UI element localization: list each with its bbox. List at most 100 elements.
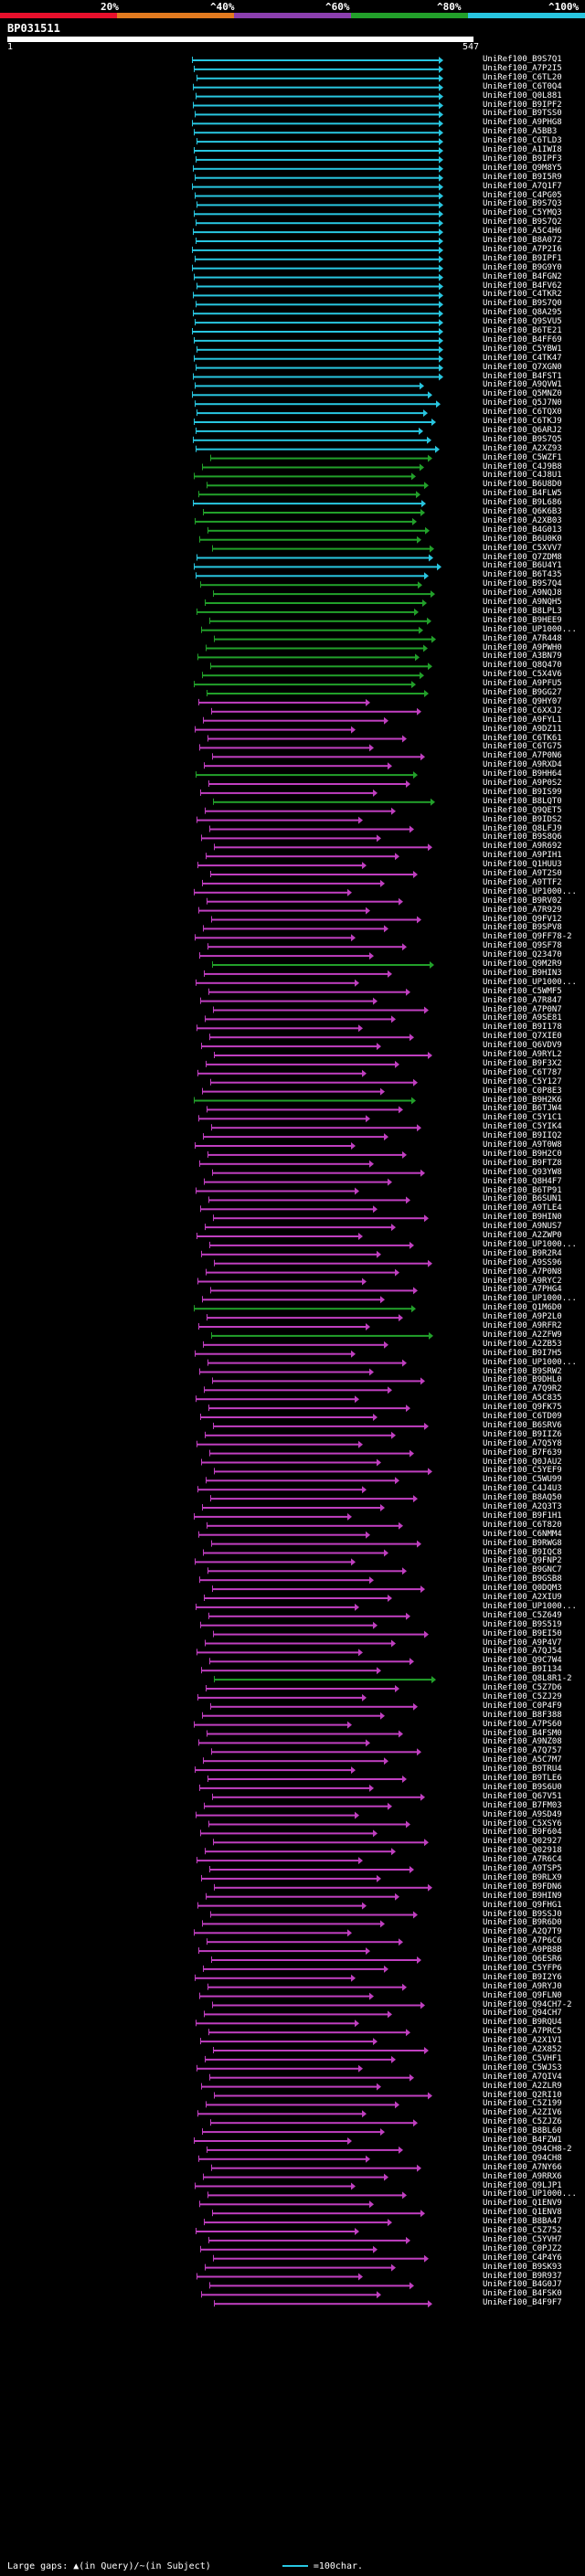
hit-label[interactable]: UniRef100_B9FDN6	[483, 1882, 562, 1892]
hit-label[interactable]: UniRef100_B9H2C0	[483, 1149, 562, 1159]
hit-label[interactable]: UniRef100_B6U4Y1	[483, 561, 562, 571]
hit-label[interactable]: UniRef100_Q1ENV8	[483, 2208, 562, 2218]
hit-label[interactable]: UniRef100_Q9QET5	[483, 805, 562, 815]
hit-label[interactable]: UniRef100_C4J4U3	[483, 1484, 562, 1494]
hit-label[interactable]: UniRef100_A9SS96	[483, 1257, 562, 1267]
hit-label[interactable]: UniRef100_Q9FF78-2	[483, 932, 572, 942]
hit-label[interactable]: UniRef100_C4J9B8	[483, 461, 562, 472]
hit-label[interactable]: UniRef100_B7FM03	[483, 1800, 562, 1810]
hit-label[interactable]: UniRef100_A7P0N7	[483, 1004, 562, 1014]
hit-label[interactable]: UniRef100_Q8A295	[483, 308, 562, 318]
hit-label[interactable]: UniRef100_C0P8E3	[483, 1086, 562, 1096]
hit-label[interactable]: UniRef100_B9RLX9	[483, 1872, 562, 1882]
hit-label[interactable]: UniRef100_A9P4V7	[483, 1638, 562, 1648]
hit-label[interactable]: UniRef100_B9R937	[483, 2271, 562, 2281]
hit-label[interactable]: UniRef100_Q6K6B3	[483, 507, 562, 516]
hit-label[interactable]: UniRef100_C0P4F9	[483, 1701, 562, 1711]
hit-label[interactable]: UniRef100_A9T0W8	[483, 1140, 562, 1150]
hit-label[interactable]: UniRef100_Q9FLN0	[483, 1990, 562, 2000]
hit-label[interactable]: UniRef100_C6TQX0	[483, 408, 562, 418]
hit-label[interactable]: UniRef100_B6T435	[483, 570, 562, 580]
hit-label[interactable]: UniRef100_Q02927	[483, 1837, 562, 1847]
hit-label[interactable]: UniRef100_A9PIH1	[483, 851, 562, 861]
hit-label[interactable]: UniRef100_B9SRW2	[483, 1366, 562, 1376]
hit-label[interactable]: UniRef100_UP1000...	[483, 977, 577, 987]
hit-label[interactable]: UniRef100_B9IIZ6	[483, 1429, 562, 1439]
hit-label[interactable]: UniRef100_B8BL60	[483, 2126, 562, 2136]
hit-label[interactable]: UniRef100_C5X4V6	[483, 670, 562, 680]
hit-label[interactable]: UniRef100_B9I134	[483, 1665, 562, 1675]
hit-label[interactable]: UniRef100_B9RV02	[483, 896, 562, 906]
hit-label[interactable]: UniRef100_A1IWI8	[483, 145, 562, 154]
hit-label[interactable]: UniRef100_Q9HY07	[483, 696, 562, 706]
hit-label[interactable]: UniRef100_C4P4Y6	[483, 2253, 562, 2263]
hit-label[interactable]: UniRef100_B9TRU4	[483, 1765, 562, 1775]
hit-label[interactable]: UniRef100_C5Z199	[483, 2099, 562, 2109]
hit-label[interactable]: UniRef100_B8BA47	[483, 2217, 562, 2227]
hit-label[interactable]: UniRef100_B9GNC7	[483, 1565, 562, 1575]
hit-label[interactable]: UniRef100_B4FSM0	[483, 1728, 562, 1738]
hit-label[interactable]: UniRef100_C5YMQ3	[483, 208, 562, 218]
hit-label[interactable]: UniRef100_Q6ARJ2	[483, 425, 562, 435]
hit-label[interactable]: UniRef100_A2XZ93	[483, 443, 562, 453]
hit-label[interactable]: UniRef100_A7PHG4	[483, 1285, 562, 1295]
hit-label[interactable]: UniRef100_C0PJZ2	[483, 2243, 562, 2253]
hit-label[interactable]: UniRef100_A9FYL1	[483, 715, 562, 725]
hit-label[interactable]: UniRef100_Q7XIE0	[483, 1032, 562, 1042]
hit-label[interactable]: UniRef100_A7P6C6	[483, 1936, 562, 1946]
hit-label[interactable]: UniRef100_A2X852	[483, 2045, 562, 2054]
hit-label[interactable]: UniRef100_B9HEE9	[483, 615, 562, 625]
hit-label[interactable]: UniRef100_A3BN79	[483, 652, 562, 662]
hit-label[interactable]: UniRef100_B9R2R4	[483, 1248, 562, 1258]
hit-label[interactable]: UniRef100_A9NZ08	[483, 1737, 562, 1747]
hit-label[interactable]: UniRef100_B8F388	[483, 1710, 562, 1720]
hit-label[interactable]: UniRef100_Q9LJP1	[483, 2180, 562, 2190]
hit-label[interactable]: UniRef100_A7PS60	[483, 1719, 562, 1729]
hit-label[interactable]: UniRef100_B6U8D0	[483, 480, 562, 490]
hit-label[interactable]: UniRef100_Q5J7N0	[483, 398, 562, 408]
hit-label[interactable]: UniRef100_UP1000...	[483, 1357, 577, 1367]
hit-label[interactable]: UniRef100_B6SUN1	[483, 1194, 562, 1204]
hit-label[interactable]: UniRef100_A9P2L0	[483, 1312, 562, 1322]
hit-label[interactable]: UniRef100_A9RRX6	[483, 2171, 562, 2181]
hit-label[interactable]: UniRef100_A7Q5Y8	[483, 1438, 562, 1448]
hit-label[interactable]: UniRef100_B9F3X2	[483, 1058, 562, 1068]
hit-label[interactable]: UniRef100_Q0DQM3	[483, 1584, 562, 1594]
hit-label[interactable]: UniRef100_B9F604	[483, 1828, 562, 1838]
hit-label[interactable]: UniRef100_A2X1V1	[483, 2036, 562, 2046]
hit-label[interactable]: UniRef100_A7Q757	[483, 1746, 562, 1756]
hit-label[interactable]: UniRef100_B9IQC8	[483, 1547, 562, 1557]
hit-label[interactable]: UniRef100_C6TG75	[483, 742, 562, 752]
hit-label[interactable]: UniRef100_Q7ZDM8	[483, 552, 562, 562]
hit-label[interactable]: UniRef100_Q1M6D0	[483, 1303, 562, 1313]
hit-label[interactable]: UniRef100_B4F9F7	[483, 2298, 562, 2308]
hit-label[interactable]: UniRef100_Q9FHG1	[483, 1900, 562, 1910]
hit-label[interactable]: UniRef100_B9R6D0	[483, 1918, 562, 1928]
hit-label[interactable]: UniRef100_Q94CH7-2	[483, 1999, 572, 2009]
hit-label[interactable]: UniRef100_A9T2S0	[483, 869, 562, 878]
hit-label[interactable]: UniRef100_Q94CH7	[483, 2009, 562, 2019]
hit-label[interactable]: UniRef100_Q9FV12	[483, 914, 562, 924]
hit-label[interactable]: UniRef100_B9S7Q5	[483, 434, 562, 444]
hit-label[interactable]: UniRef100_C6XXJ2	[483, 705, 562, 716]
hit-label[interactable]: UniRef100_C5WU99	[483, 1475, 562, 1485]
hit-label[interactable]: UniRef100_Q0L881	[483, 90, 562, 101]
hit-label[interactable]: UniRef100_C5Z752	[483, 2226, 562, 2235]
hit-label[interactable]: UniRef100_A9NQJ8	[483, 588, 562, 599]
hit-label[interactable]: UniRef100_Q1ENV9	[483, 2199, 562, 2209]
hit-label[interactable]: UniRef100_C6TL20	[483, 72, 562, 82]
hit-label[interactable]: UniRef100_C4PG05	[483, 190, 562, 200]
hit-label[interactable]: UniRef100_C4J8U1	[483, 471, 562, 481]
hit-label[interactable]: UniRef100_A2ZIV6	[483, 2108, 562, 2118]
hit-label[interactable]: UniRef100_B9L686	[483, 498, 562, 508]
hit-label[interactable]: UniRef100_B9F1H1	[483, 1511, 562, 1521]
hit-label[interactable]: UniRef100_B4G013	[483, 525, 562, 535]
hit-label[interactable]: UniRef100_A5C7M7	[483, 1755, 562, 1765]
hit-label[interactable]: UniRef100_A9TSP5	[483, 1864, 562, 1873]
hit-label[interactable]: UniRef100_B9GSB8	[483, 1574, 562, 1585]
hit-label[interactable]: UniRef100_B9I2Y6	[483, 1972, 562, 1982]
hit-label[interactable]: UniRef100_A2ZB53	[483, 1339, 562, 1349]
hit-label[interactable]: UniRef100_B9IDS2	[483, 814, 562, 824]
hit-label[interactable]: UniRef100_B9HIN3	[483, 968, 562, 978]
hit-label[interactable]: UniRef100_C4TK47	[483, 353, 562, 363]
